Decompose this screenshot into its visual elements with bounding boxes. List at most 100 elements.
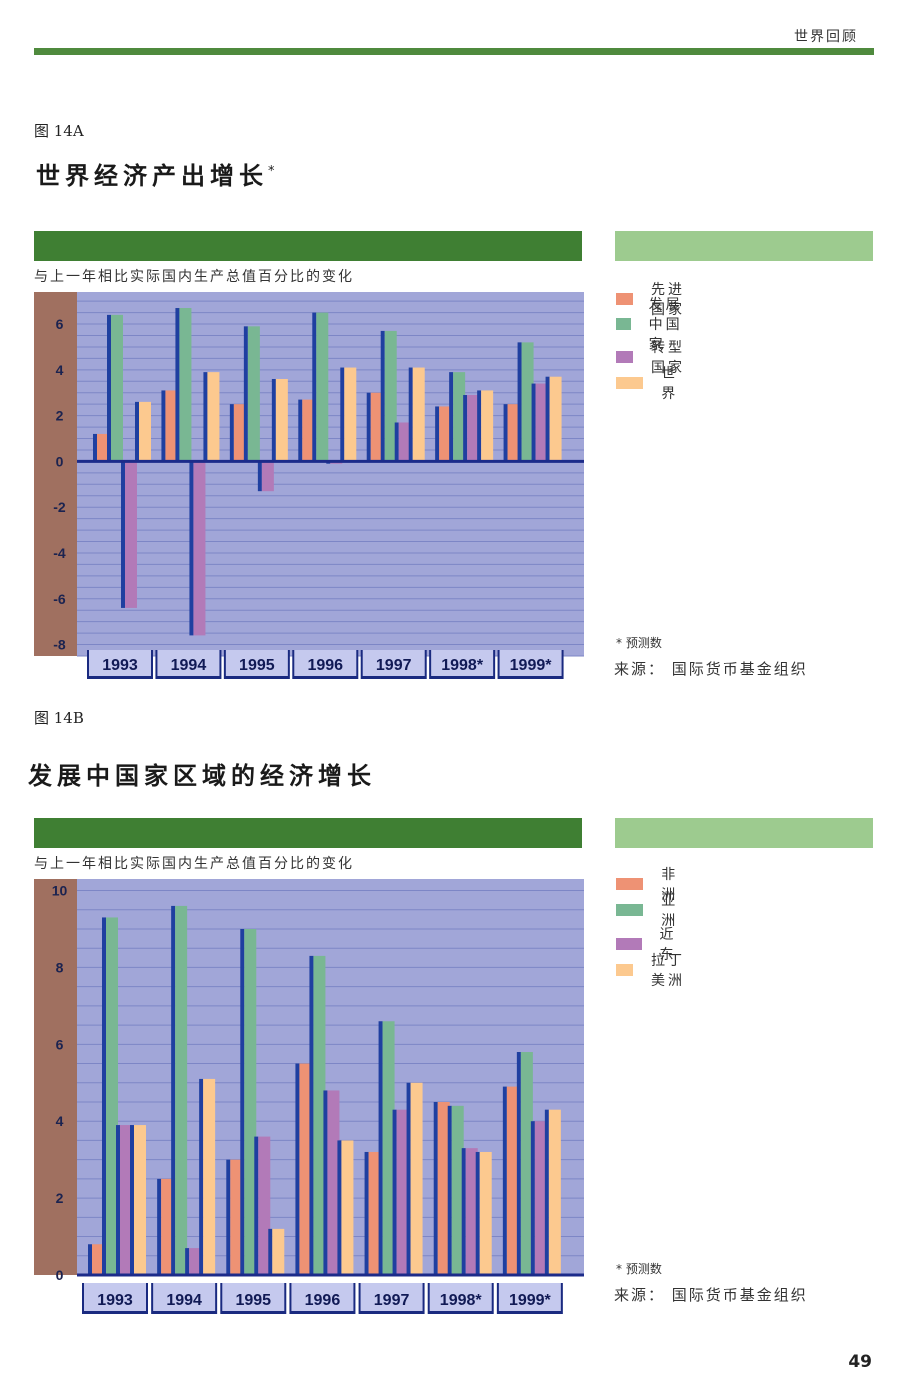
category-label: 1997 — [374, 1292, 410, 1309]
bar-side — [107, 314, 111, 462]
bar-side — [447, 1105, 452, 1275]
bar-side — [268, 1228, 273, 1275]
y-tick-label: 0 — [56, 453, 64, 469]
category-label-box — [362, 650, 425, 676]
bar — [125, 461, 137, 608]
legend-item-africa: 非 洲 — [616, 867, 702, 903]
bar — [302, 399, 315, 462]
bar — [506, 1086, 519, 1275]
figure-a-note: * 预测数 — [616, 636, 662, 650]
bar — [467, 395, 480, 462]
bar-side — [298, 399, 303, 462]
bar — [479, 1151, 492, 1275]
legend-item-transition: 转型国家 — [616, 340, 685, 376]
bar — [165, 390, 178, 462]
bar-side — [394, 422, 399, 462]
bar — [247, 326, 260, 462]
y-tick-label: -8 — [53, 637, 66, 653]
bar-side — [312, 312, 317, 462]
category-label: 1999* — [510, 657, 553, 674]
category-label: 1996 — [305, 1292, 341, 1309]
bar-side — [435, 406, 440, 462]
category-label: 1998* — [440, 1292, 483, 1309]
bar — [258, 1136, 271, 1275]
bar — [520, 1052, 533, 1275]
bar-side — [240, 928, 245, 1275]
bar — [233, 404, 246, 462]
bar — [382, 1021, 395, 1275]
bar-side — [545, 376, 550, 462]
category-label-box — [294, 650, 357, 676]
legend-swatch — [616, 904, 644, 916]
figure-b-band — [34, 818, 582, 848]
y-tick-label: -6 — [53, 591, 66, 607]
legend-swatch — [616, 318, 631, 330]
bar-side — [295, 1063, 300, 1275]
category-label-box — [84, 1283, 146, 1311]
bar — [412, 367, 425, 462]
legend-swatch — [616, 878, 644, 890]
page-number: 49 — [848, 1352, 872, 1372]
y-tick-label: 10 — [52, 883, 68, 899]
category-label-box — [157, 650, 220, 676]
legend-label: 先进国家 — [651, 282, 685, 318]
bar-side — [171, 905, 176, 1275]
bar-side — [199, 1078, 204, 1275]
bar — [548, 1109, 561, 1275]
figure-b-subtitle: 与上一年相比实际国内生产总值百分比的变化 — [34, 856, 354, 872]
y-tick-label: 4 — [56, 1113, 64, 1129]
bar-side — [93, 433, 97, 462]
figure-a-legend-band — [615, 231, 873, 261]
y-axis-strip — [34, 879, 77, 1275]
bar-side — [116, 1125, 120, 1275]
figure-a-label: 图 14A — [34, 122, 84, 140]
bar — [120, 1125, 132, 1275]
bar-side — [502, 1086, 507, 1275]
figure-b-source: 来源： 国际货币基金组织 — [614, 1286, 808, 1304]
bar — [439, 406, 452, 462]
bar-side — [449, 372, 454, 462]
y-tick-label: 2 — [56, 408, 64, 424]
y-axis-strip — [34, 292, 77, 656]
bar — [261, 461, 274, 492]
legend-label: 发展中国家 — [648, 297, 683, 353]
bar — [230, 1159, 243, 1275]
bar — [396, 1109, 409, 1275]
bar — [313, 955, 326, 1275]
bar-side — [226, 1159, 231, 1275]
bar-side — [323, 1090, 328, 1275]
bar — [453, 372, 466, 462]
bar-side — [408, 367, 413, 462]
figure-a-title-text: 世界经济产出增长 — [36, 162, 268, 190]
figure-a-chart: 6 4 2 0 -2 -4 -6 -8 1993 1994 1995 1996 1997 1998* 199… — [34, 292, 584, 679]
bar-side — [175, 308, 180, 462]
bar-side — [516, 1052, 521, 1275]
category-label-box — [498, 1283, 561, 1311]
bar — [451, 1105, 464, 1275]
legend-label: 非 洲 — [661, 867, 696, 903]
y-tick-label: -4 — [53, 545, 66, 561]
bar — [207, 372, 220, 462]
bar — [398, 422, 411, 462]
figure-b-label: 图 14B — [34, 709, 84, 727]
bar — [203, 1078, 216, 1275]
bar — [481, 390, 494, 462]
bar-side — [229, 404, 234, 462]
bar — [161, 1178, 174, 1275]
figure-a-title-mark: * — [268, 164, 275, 179]
bar-side — [189, 461, 194, 636]
bar — [437, 1101, 450, 1275]
legend-swatch — [616, 964, 633, 976]
legend-item-world: 世 界 — [616, 366, 702, 402]
legend-label: 世 界 — [661, 366, 696, 402]
bar — [368, 1151, 381, 1275]
bar — [535, 383, 548, 462]
bar — [179, 308, 192, 462]
bar — [465, 1148, 478, 1275]
bar-side — [121, 461, 125, 608]
category-label: 1993 — [102, 657, 138, 674]
y-tick-label: 2 — [56, 1190, 64, 1206]
bar-side — [135, 401, 139, 462]
bar — [507, 404, 520, 462]
legend-item-advanced: 先进国家 — [616, 282, 685, 318]
